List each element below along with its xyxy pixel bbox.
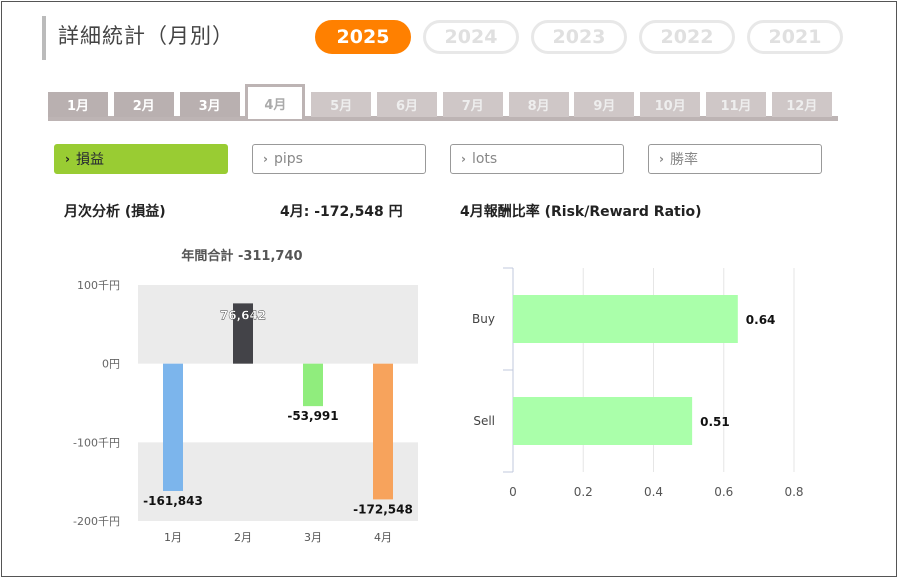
chevron-right-icon: › (263, 152, 268, 166)
metric-button-label: 勝率 (669, 152, 698, 168)
x-tick-label: 0 (509, 485, 517, 499)
year-pill-2022[interactable]: 2022 (639, 20, 735, 54)
metric-button-1[interactable]: › pips (252, 144, 426, 174)
month-summary-value: 4月: -172,548 円 (280, 204, 403, 220)
y-tick-label: -100千円 (73, 436, 120, 449)
metric-button-2[interactable]: › lots (450, 144, 624, 174)
tab-month-3[interactable]: 3月 (179, 92, 240, 117)
page-title: 詳細統計（月別） (58, 24, 234, 48)
title-accent-bar (42, 16, 46, 60)
tab-month-8[interactable]: 8月 (508, 92, 569, 117)
metric-button-0[interactable]: › 損益 (54, 144, 228, 174)
data-label: 76,642 (220, 308, 266, 322)
tab-month-5[interactable]: 5月 (311, 92, 372, 117)
risk-reward-chart: 0 0.2 0.4 0.6 0.8 0.64 Buy 0.51 Sell (472, 267, 804, 499)
chevron-right-icon: › (461, 152, 466, 166)
bar-4月 (373, 363, 393, 500)
data-label: 0.64 (746, 313, 776, 327)
y-tick-label: -200千円 (73, 515, 120, 528)
x-tick-label: 1月 (164, 531, 182, 544)
month-tabs-baseline (48, 116, 838, 121)
monthly-pnl-chart: 100千円 0円 -100千円 -200千円 -161,843 1月 76,642 2月 -53… (73, 248, 418, 544)
tab-month-7[interactable]: 7月 (442, 92, 503, 117)
year-pill-2023[interactable]: 2023 (531, 20, 627, 54)
year-pill-2025[interactable]: 2025 (315, 20, 411, 54)
tab-month-11[interactable]: 11月 (706, 92, 766, 117)
month-tabs: 1月 2月 3月 4月 5月 6月 7月 8月 9月 10月 11月 12月 (48, 84, 838, 121)
x-tick-label: 2月 (234, 531, 252, 544)
data-label: -172,548 (353, 502, 413, 516)
chart-title: 年間合計 -311,740 (181, 248, 302, 264)
chevron-right-icon: › (65, 152, 70, 166)
metric-button-label: lots (471, 151, 498, 167)
metric-selector: › 損益 › pips › lots › 勝率 (54, 144, 822, 174)
data-label: 0.51 (700, 415, 730, 429)
tab-month-4[interactable]: 4月 (245, 84, 306, 119)
data-label: -161,843 (143, 494, 203, 508)
tab-month-10[interactable]: 10月 (640, 92, 701, 117)
monthly-analysis-label: 月次分析 (損益) (64, 204, 166, 220)
x-tick-label: 4月 (374, 531, 392, 544)
y-tick-label: Buy (472, 312, 495, 326)
x-tick-label: 0.2 (574, 485, 593, 499)
year-pill-2024[interactable]: 2024 (423, 20, 519, 54)
chevron-right-icon: › (659, 152, 664, 166)
x-tick-label: 3月 (304, 531, 322, 544)
tab-month-6[interactable]: 6月 (377, 92, 437, 117)
year-pill-2021[interactable]: 2021 (747, 20, 843, 54)
data-label: -53,991 (287, 409, 338, 423)
bar-2月 (233, 303, 253, 364)
tab-month-1[interactable]: 1月 (48, 92, 108, 117)
metric-button-3[interactable]: › 勝率 (648, 144, 822, 174)
bar-3月 (303, 363, 323, 407)
plot-band (138, 442, 418, 521)
x-tick-label: 0.4 (644, 485, 663, 499)
plot-band (138, 285, 418, 364)
bar-1月 (163, 363, 183, 491)
bar-Sell (513, 397, 693, 445)
y-tick-label: 100千円 (77, 279, 120, 292)
tab-month-9[interactable]: 9月 (574, 92, 635, 117)
bar-Buy (513, 295, 738, 343)
tab-month-12[interactable]: 12月 (771, 92, 832, 117)
y-tick-label: Sell (473, 414, 495, 428)
x-tick-label: 0.8 (784, 485, 803, 499)
x-tick-label: 0.6 (714, 485, 733, 499)
year-selector: 2025 2024 2023 2022 2021 (315, 20, 843, 54)
tab-month-2[interactable]: 2月 (113, 92, 174, 117)
metric-button-label: 損益 (75, 152, 104, 168)
metric-button-label: pips (273, 151, 303, 167)
y-tick-label: 0円 (102, 358, 120, 371)
ratio-chart-title: 4月報酬比率 (Risk/Reward Ratio) (460, 204, 702, 220)
